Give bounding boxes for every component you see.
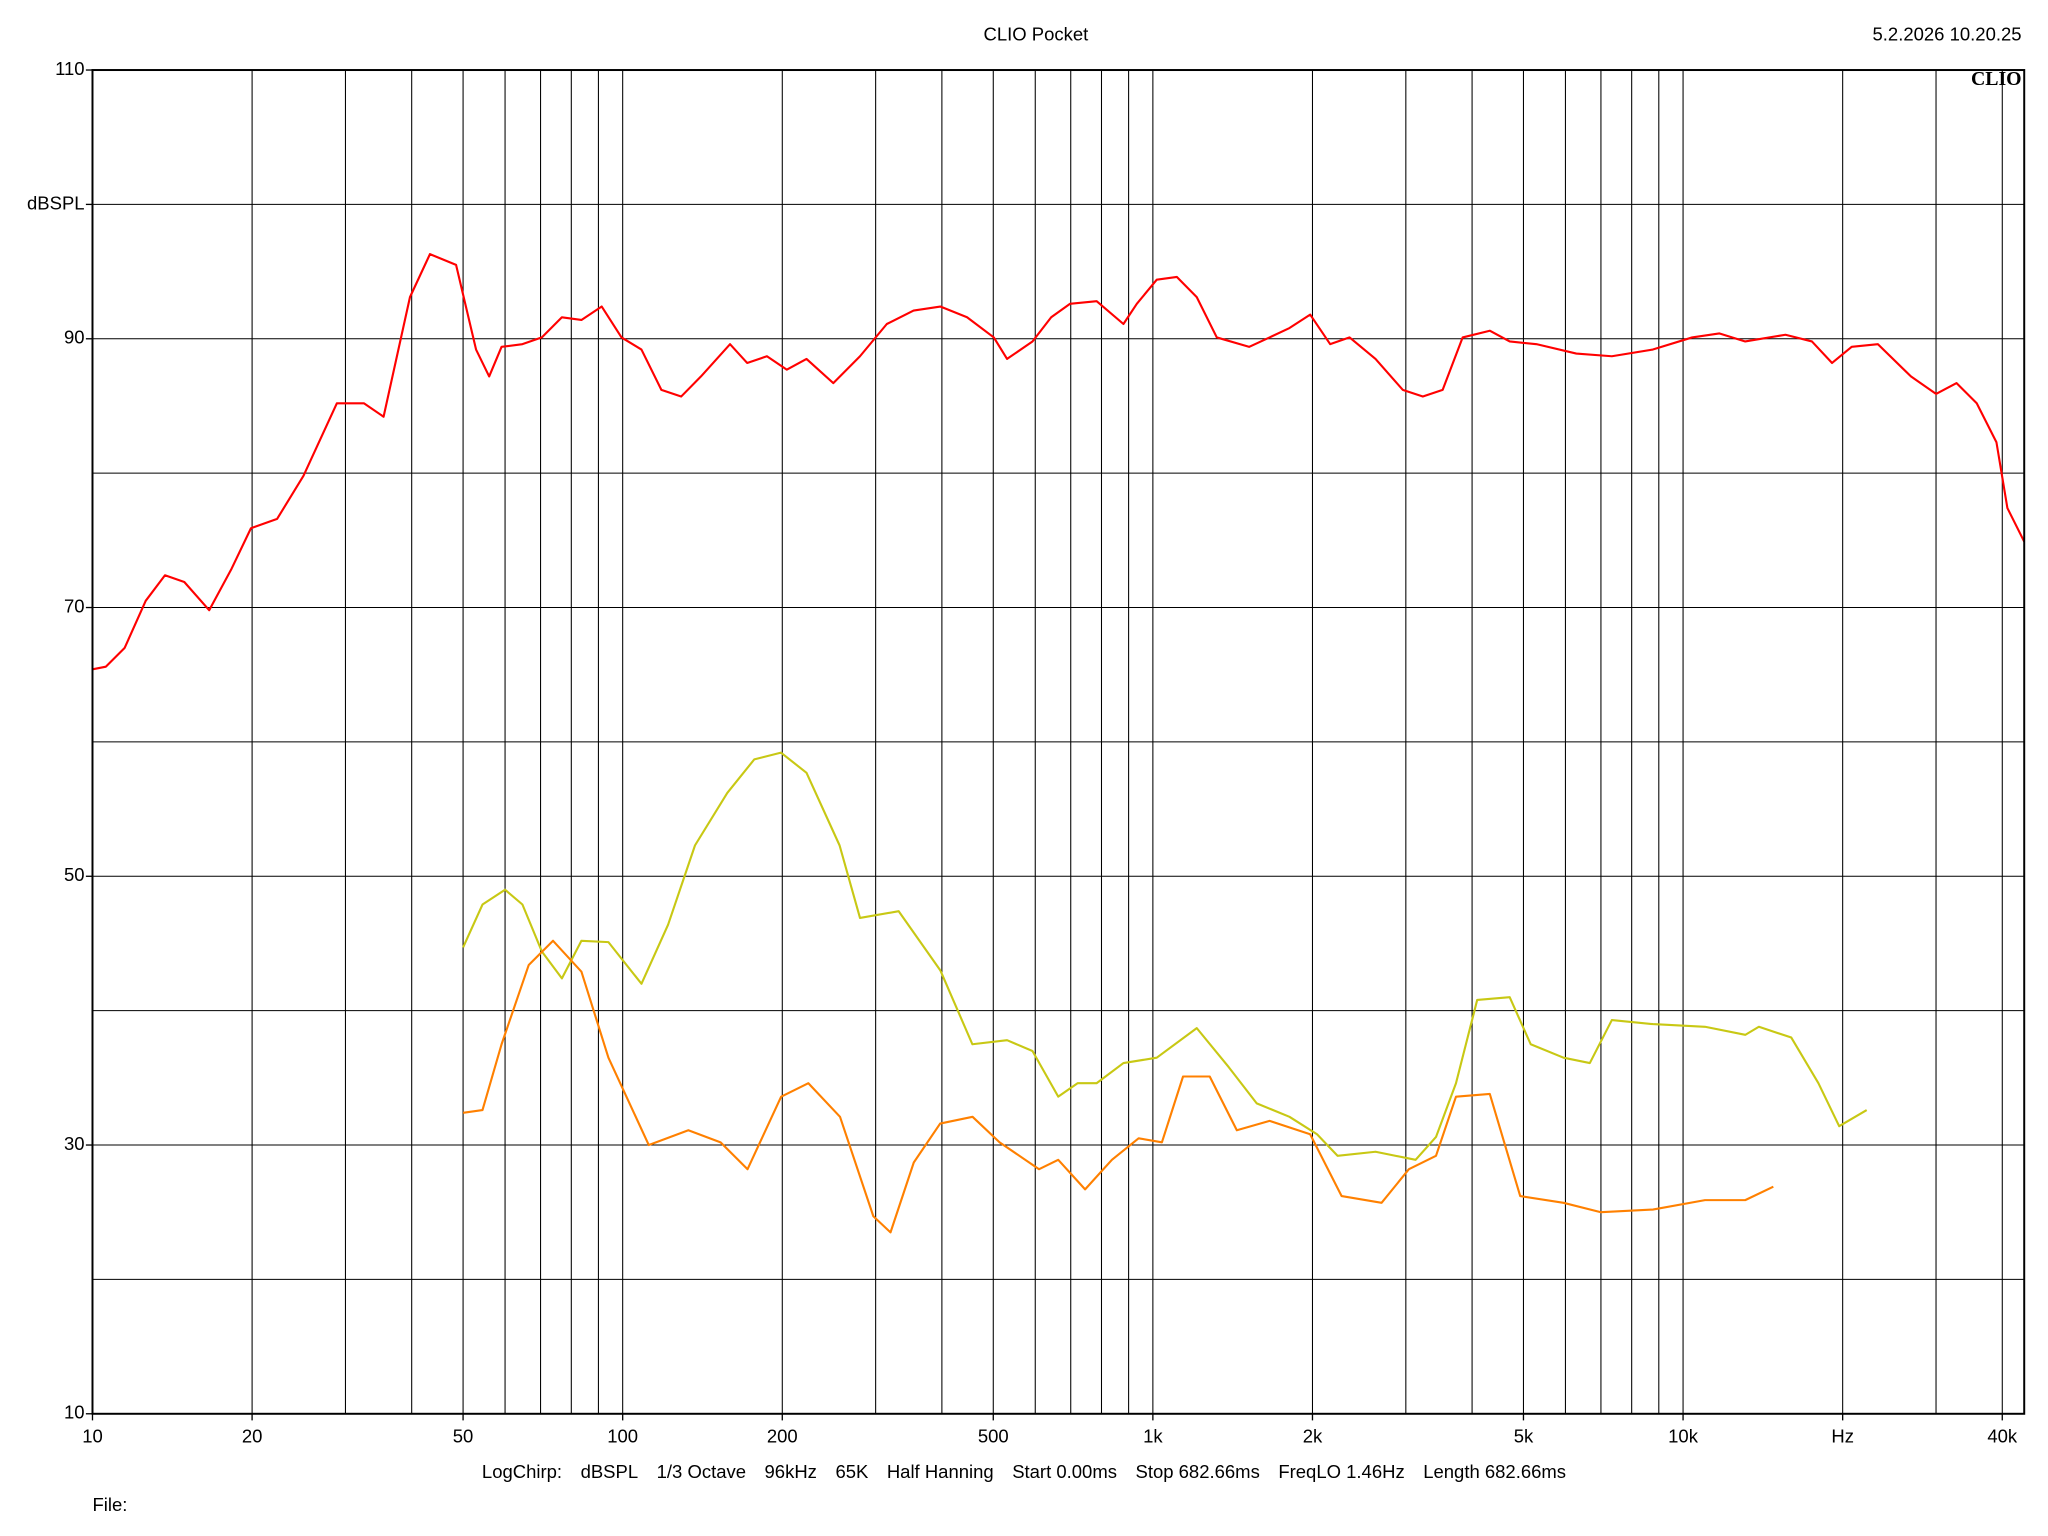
x-tick-label: 20 xyxy=(242,1425,263,1446)
x-tick-label: 100 xyxy=(607,1425,638,1446)
x-tick-label: 2k xyxy=(1303,1425,1323,1446)
footer-item: 65K xyxy=(835,1461,869,1482)
x-tick-label: 10k xyxy=(1668,1425,1699,1446)
timestamp: 5.2.2026 10.20.25 xyxy=(1873,24,2022,45)
footer-item: Stop 682.66ms xyxy=(1135,1461,1259,1482)
y-tick-label: 10 xyxy=(64,1402,85,1423)
y-tick-label: 50 xyxy=(64,864,85,885)
x-tick-label: 5k xyxy=(1514,1425,1534,1446)
footer-item: 1/3 Octave xyxy=(657,1461,746,1482)
y-tick-label: 90 xyxy=(64,327,85,348)
x-tick-label: 10 xyxy=(82,1425,103,1446)
footer-item: LogChirp: xyxy=(482,1461,562,1482)
plot xyxy=(92,253,2025,1234)
plot-frame xyxy=(91,69,2026,1415)
footer-item: 96kHz xyxy=(765,1461,817,1482)
x-tick-label: 200 xyxy=(767,1425,798,1446)
footer-item: Half Hanning xyxy=(887,1461,994,1482)
footer-item: Start 0.00ms xyxy=(1012,1461,1117,1482)
y-tick-label: 30 xyxy=(64,1133,85,1154)
footer-item: dBSPL xyxy=(581,1461,639,1482)
x-tick-label: 1k xyxy=(1143,1425,1163,1446)
x-tick-label: 500 xyxy=(978,1425,1009,1446)
y-tick-label: 110 xyxy=(55,58,84,79)
footer-item: Length 682.66ms xyxy=(1423,1461,1566,1482)
y-tick-label: 70 xyxy=(64,595,85,616)
footer-item: FreqLO 1.46Hz xyxy=(1278,1461,1404,1482)
series-line xyxy=(92,253,2025,671)
logo: CLIO xyxy=(1971,68,2022,90)
footer: LogChirp: dBSPL 1/3 Octave 96kHz 65K Half Han… xyxy=(482,1461,1566,1482)
x-tick-label: 50 xyxy=(453,1425,474,1446)
x-tick-label: 40k xyxy=(1987,1425,2018,1446)
series-line xyxy=(462,939,1774,1234)
file-label: File: xyxy=(92,1494,127,1515)
chart-title: CLIO Pocket xyxy=(983,24,1088,45)
series-line xyxy=(462,751,1868,1161)
axes: 10 20 50 100 200 500 1k 2k 5k 10k Hz 40k 10 30 50 70 90 d… xyxy=(27,58,2026,1482)
y-tick-label: dBSPL xyxy=(27,192,85,213)
grid xyxy=(91,69,2025,1415)
x-tick-label: Hz xyxy=(1831,1425,1854,1446)
